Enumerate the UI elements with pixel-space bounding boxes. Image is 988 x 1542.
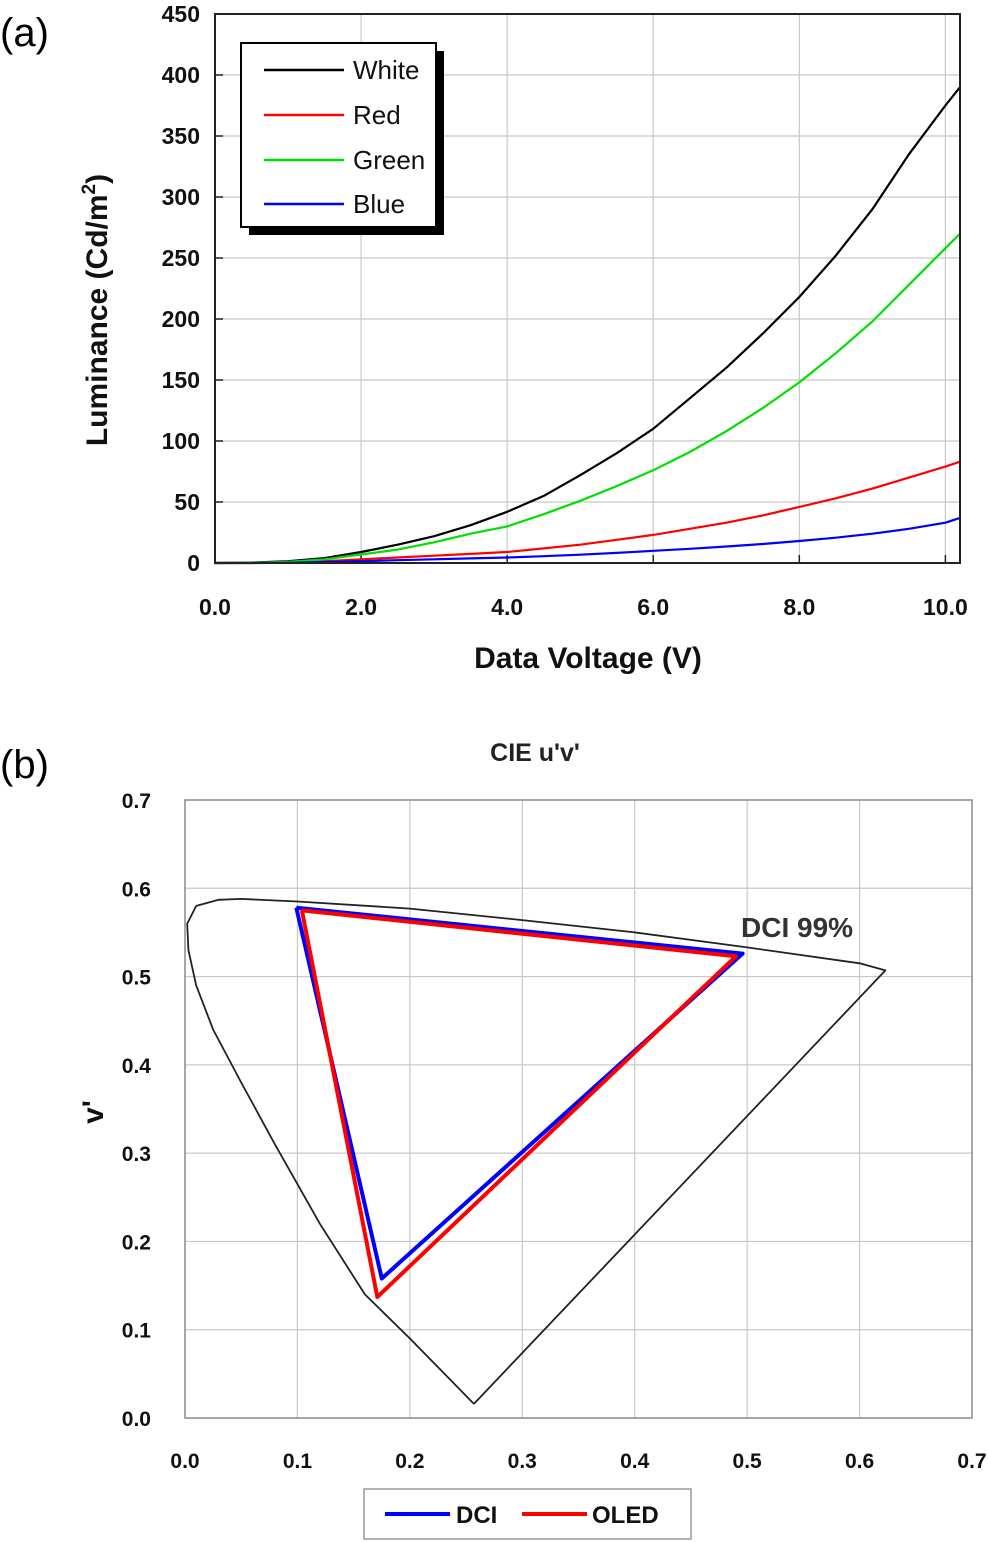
- x-tick-label: 0.7: [957, 1450, 986, 1473]
- y-tick-label: 0.4: [122, 1055, 152, 1078]
- luminance-legend: White Red Green Blue: [240, 42, 444, 235]
- y-tick-label: 250: [162, 245, 200, 271]
- x-tick-label: 0.1: [283, 1450, 313, 1473]
- y-tick-label: 0.7: [122, 790, 151, 813]
- x-tick-label: 0.2: [395, 1450, 424, 1473]
- y-tick-label: 150: [162, 367, 200, 393]
- luminance-y-axis-title-close: ): [81, 174, 114, 184]
- y-tick-label: 0.6: [122, 878, 151, 901]
- series-line-red: [215, 460, 961, 565]
- luminance-x-tick-labels: 0.0 2.0 4.0 6.0 8.0 10.0: [199, 594, 968, 620]
- y-tick-label: 0.2: [122, 1231, 151, 1254]
- series-line-blue: [215, 516, 961, 565]
- y-tick-label: 450: [162, 1, 200, 27]
- y-tick-label: 200: [162, 306, 200, 332]
- luminance-chart-series: [214, 86, 961, 565]
- luminance-y-axis-title: Luminance (Cd/m2): [79, 174, 114, 446]
- cie-y-axis-title: v': [77, 1100, 110, 1124]
- cie-chart-series: [186, 898, 887, 1405]
- y-tick-label: 0.0: [122, 1408, 151, 1431]
- x-tick-label: 0.4: [620, 1450, 650, 1473]
- luminance-y-axis-title-sup: 2: [79, 184, 100, 195]
- cie-chart: CIE u'v' 0.0 0.1 0.2 0.3 0.4 0.5 0.6 0.7 0.0 0.1…: [77, 739, 987, 1540]
- x-tick-label: 6.0: [637, 594, 669, 620]
- legend-box: [240, 42, 437, 228]
- gamut-triangle-oled: [299, 908, 738, 1299]
- luminance-y-tick-labels: 0 50 100 150 200 250 300 350 400 450: [162, 1, 200, 576]
- x-tick-label: 4.0: [491, 594, 523, 620]
- y-tick-label: 0.1: [122, 1320, 152, 1343]
- cie-x-tick-labels: 0.0 0.1 0.2 0.3 0.4 0.5 0.6 0.7: [170, 1450, 986, 1473]
- y-tick-label: 100: [162, 428, 200, 454]
- y-tick-label: 0: [187, 550, 200, 576]
- legend-label-white: White: [353, 55, 419, 85]
- legend-label-red: Red: [353, 100, 401, 130]
- luminance-chart-frame: [214, 13, 961, 564]
- y-tick-label: 50: [174, 489, 200, 515]
- x-tick-label: 0.6: [845, 1450, 874, 1473]
- x-tick-label: 0.0: [170, 1450, 199, 1473]
- luminance-chart: 0 50 100 150 200 250 300 350 400 450 0.0 2.0 4.0 6.0…: [79, 1, 968, 675]
- luminance-x-axis-title: Data Voltage (V): [474, 642, 702, 675]
- series-line-green: [214, 232, 961, 565]
- y-tick-label: 0.5: [122, 967, 152, 990]
- legend-label-blue: Blue: [353, 189, 405, 219]
- dci-coverage-annotation: DCI 99%: [741, 912, 853, 943]
- x-tick-label: 0.3: [508, 1450, 537, 1473]
- panel-label-b: (b): [0, 743, 49, 787]
- y-tick-label: 400: [162, 62, 200, 88]
- legend-label-dci: DCI: [456, 1502, 497, 1529]
- legend-label-green: Green: [353, 145, 425, 175]
- y-tick-label: 300: [162, 184, 200, 210]
- cie-chart-grid: [185, 800, 972, 1418]
- cie-chart-frame: [184, 799, 973, 1419]
- x-tick-label: 0.0: [199, 594, 231, 620]
- cie-legend: DCI OLED: [363, 1488, 692, 1540]
- x-tick-label: 0.5: [733, 1450, 763, 1473]
- luminance-y-axis-title-main: Luminance (Cd/m: [81, 194, 114, 446]
- panel-label-a: (a): [0, 11, 49, 55]
- x-tick-label: 8.0: [783, 594, 815, 620]
- y-tick-label: 0.3: [122, 1143, 151, 1166]
- legend-label-oled: OLED: [592, 1502, 659, 1529]
- series-line-white: [214, 86, 961, 565]
- x-tick-label: 10.0: [923, 594, 968, 620]
- cie-chart-title: CIE u'v': [490, 739, 580, 767]
- spectral-locus: [186, 898, 887, 1405]
- y-tick-label: 350: [162, 123, 200, 149]
- x-tick-label: 2.0: [345, 594, 377, 620]
- cie-y-tick-labels: 0.0 0.1 0.2 0.3 0.4 0.5 0.6 0.7: [122, 790, 152, 1431]
